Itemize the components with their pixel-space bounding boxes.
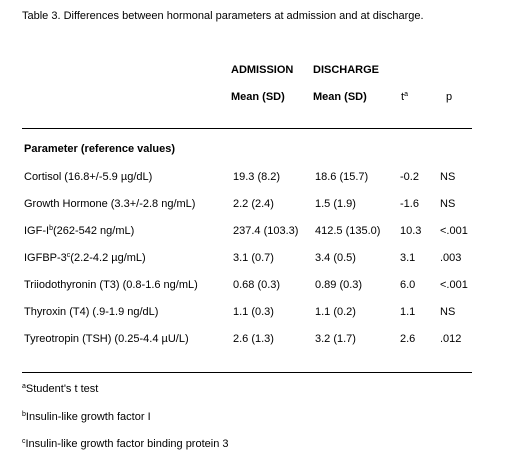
parameter-name: Growth Hormone (24, 198, 108, 210)
parameter-name: Thyroxin (T4) (24, 306, 90, 318)
discharge-cell: 3.4 (0.5) (315, 252, 356, 264)
discharge-cell: 1.1 (0.2) (315, 306, 356, 318)
p-cell: <.001 (440, 225, 468, 237)
column-subheader: Mean (SD) (231, 91, 285, 103)
column-subheader: Mean (SD) (313, 91, 367, 103)
reference-range: (0.25-4.4 µU/L) (114, 333, 189, 345)
rule (22, 128, 472, 129)
t-cell: 2.6 (400, 333, 416, 345)
superscript: c (66, 252, 71, 259)
p-cell: NS (440, 198, 456, 210)
parameter-name: IGF-I (24, 225, 50, 237)
parameter-cell: Triiodothyronin (T3) (0.8-1.6 ng/mL) (24, 279, 198, 292)
parameter-cell: IGFBP-3c(2.2-4.2 µg/mL) (24, 252, 146, 265)
reference-range: (2.2-4.2 µg/mL) (70, 252, 146, 264)
footnote: aStudent's t test (22, 383, 98, 396)
column-header: ADMISSION (231, 64, 294, 76)
p-cell: <.001 (440, 279, 468, 291)
p-cell: .003 (440, 252, 462, 264)
p-cell: .012 (440, 333, 462, 345)
header-text: t (401, 91, 405, 103)
parameter-name: Tyreotropin (TSH) (24, 333, 112, 345)
column-header: DISCHARGE (313, 64, 380, 76)
parameter-cell: IGF-Ib(262-542 ng/mL) (24, 225, 134, 238)
admission-cell: 1.1 (0.3) (233, 306, 274, 318)
footnote: bInsulin-like growth factor I (22, 411, 151, 424)
discharge-cell: 3.2 (1.7) (315, 333, 356, 345)
t-cell: 10.3 (400, 225, 422, 237)
discharge-cell: 0.89 (0.3) (315, 279, 363, 291)
section-header: Parameter (reference values) (24, 143, 176, 155)
column-header: ta (401, 91, 408, 104)
column-header: p (446, 91, 453, 103)
parameter-name: Cortisol (24, 171, 62, 183)
admission-cell: 2.2 (2.4) (233, 198, 274, 210)
footnote-mark: b (22, 410, 26, 418)
superscript: b (49, 225, 53, 232)
p-cell: NS (440, 306, 456, 318)
superscript: a (404, 91, 408, 98)
reference-range: (0.8-1.6 ng/mL) (122, 279, 198, 291)
footnote: cInsulin-like growth factor binding prot… (22, 438, 229, 451)
rule (22, 372, 472, 373)
t-cell: -1.6 (400, 198, 419, 210)
admission-cell: 3.1 (0.7) (233, 252, 274, 264)
discharge-cell: 18.6 (15.7) (315, 171, 369, 183)
footnote-mark: a (22, 383, 26, 390)
parameter-name: IGFBP-3 (24, 252, 67, 264)
t-cell: 1.1 (400, 306, 416, 318)
footnote-text: Insulin-like growth factor I (25, 410, 151, 423)
t-cell: 6.0 (400, 279, 416, 291)
reference-range: (.9-1.9 ng/dL) (92, 306, 159, 318)
discharge-cell: 1.5 (1.9) (315, 198, 356, 210)
table-title: Table 3. Differences between hormonal pa… (22, 10, 424, 22)
admission-cell: 2.6 (1.3) (233, 333, 274, 345)
reference-range: (3.3+/-2.8 ng/mL) (110, 198, 196, 210)
footnote-text: Student's t test (25, 383, 99, 395)
discharge-cell: 412.5 (135.0) (315, 225, 381, 237)
parameter-cell: Cortisol (16.8+/-5.9 µg/dL) (24, 171, 152, 184)
parameter-cell: Thyroxin (T4) (.9-1.9 ng/dL) (24, 306, 158, 319)
reference-range: (262-542 ng/mL) (52, 225, 135, 237)
reference-range: (16.8+/-5.9 µg/dL) (64, 171, 153, 183)
footnote-mark: c (22, 438, 26, 445)
admission-cell: 237.4 (103.3) (233, 225, 299, 237)
parameter-cell: Growth Hormone (3.3+/-2.8 ng/mL) (24, 198, 195, 211)
t-cell: -0.2 (400, 171, 419, 183)
parameter-name: Triiodothyronin (T3) (24, 279, 120, 291)
footnote-text: Insulin-like growth factor binding prote… (25, 438, 229, 450)
p-cell: NS (440, 171, 456, 183)
admission-cell: 19.3 (8.2) (233, 171, 281, 183)
admission-cell: 0.68 (0.3) (233, 279, 281, 291)
parameter-cell: Tyreotropin (TSH) (0.25-4.4 µU/L) (24, 333, 189, 346)
t-cell: 3.1 (400, 252, 416, 264)
